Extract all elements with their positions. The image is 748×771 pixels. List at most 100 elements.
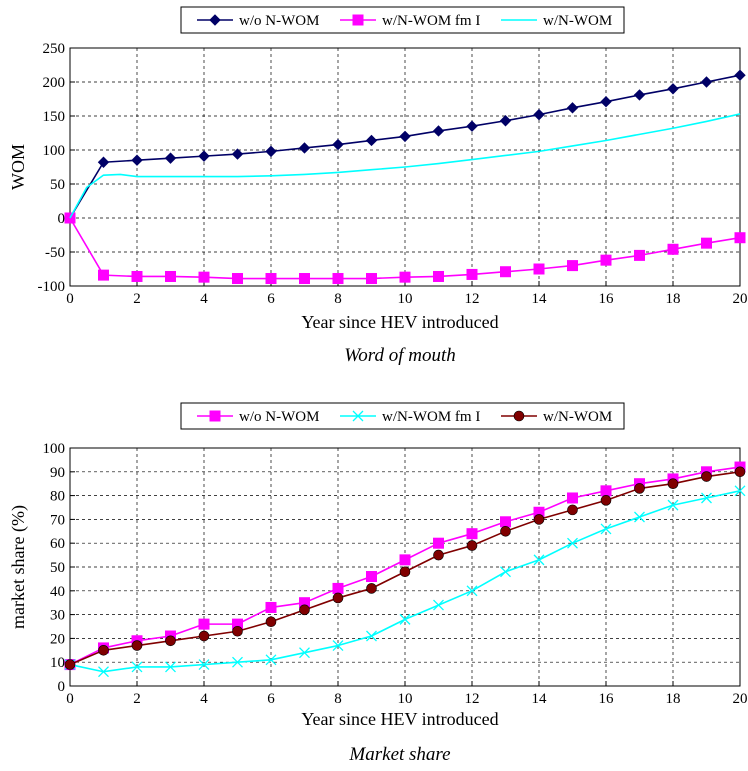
data-point bbox=[98, 666, 109, 678]
series-line bbox=[69, 113, 741, 219]
data-point bbox=[232, 625, 243, 637]
data-point bbox=[600, 523, 612, 535]
data-point bbox=[433, 549, 444, 561]
data-point bbox=[734, 69, 746, 81]
data-point bbox=[131, 154, 143, 166]
data-point bbox=[633, 89, 646, 101]
data-point bbox=[97, 156, 110, 168]
y-tick-label: 10 bbox=[50, 655, 65, 671]
data-point bbox=[466, 268, 478, 280]
data-point bbox=[533, 263, 545, 275]
data-point bbox=[432, 125, 445, 137]
legend-box bbox=[180, 402, 625, 430]
data-point bbox=[232, 273, 243, 285]
legend-label: w/o N-WOM bbox=[239, 409, 319, 425]
y-tick-label: 70 bbox=[50, 512, 65, 528]
data-point bbox=[734, 232, 746, 244]
data-point bbox=[634, 483, 645, 494]
chart-market-share: 0 2 4 6 8 10 12 14 16 18 20 0 10 20 30 40 50 60 70 80 90 100 Y… bbox=[8, 402, 748, 765]
data-point bbox=[466, 528, 478, 540]
data-point bbox=[567, 537, 578, 549]
data-point bbox=[64, 659, 76, 670]
y-tick-label: 200 bbox=[43, 75, 66, 91]
series-1 bbox=[64, 212, 746, 285]
chart-caption: Word of mouth bbox=[344, 345, 456, 366]
x-tick-label: 8 bbox=[334, 291, 342, 307]
data-point bbox=[231, 148, 244, 160]
y-tick-label: -100 bbox=[38, 279, 66, 295]
data-point bbox=[399, 566, 411, 578]
data-point bbox=[265, 273, 277, 285]
y-tick-label: 50 bbox=[50, 560, 65, 576]
y-axis-label: market share (%) bbox=[8, 505, 29, 629]
data-point bbox=[165, 635, 176, 647]
data-point bbox=[164, 152, 177, 164]
y-tick-label: 250 bbox=[43, 41, 66, 57]
data-point bbox=[366, 273, 377, 285]
data-point bbox=[399, 271, 411, 283]
legend-marker bbox=[209, 410, 221, 422]
y-tick-label: 150 bbox=[43, 109, 66, 125]
legend-marker bbox=[352, 410, 364, 422]
legend: w/o N-WOM w/N-WOM fm I w/N-WOM bbox=[180, 402, 625, 430]
data-point bbox=[399, 554, 411, 566]
x-tick-label: 10 bbox=[398, 691, 413, 707]
y-tick-label: 60 bbox=[50, 536, 65, 552]
data-point bbox=[701, 492, 712, 504]
x-tick-label: 8 bbox=[334, 691, 342, 707]
legend-label: w/N-WOM fm I bbox=[382, 409, 480, 425]
x-axis-label: Year since HEV introduced bbox=[301, 312, 498, 332]
data-point bbox=[198, 618, 210, 630]
data-point bbox=[198, 659, 210, 671]
x-tick-label: 18 bbox=[666, 691, 681, 707]
legend-label: w/N-WOM fm I bbox=[382, 13, 480, 29]
data-point bbox=[533, 554, 545, 566]
data-point bbox=[332, 640, 344, 651]
data-point bbox=[366, 583, 377, 594]
data-point bbox=[466, 540, 478, 551]
data-point bbox=[299, 604, 310, 616]
data-point bbox=[533, 108, 545, 121]
data-point bbox=[198, 630, 210, 642]
data-point bbox=[701, 471, 712, 482]
legend-marker bbox=[209, 14, 221, 26]
data-point bbox=[232, 656, 243, 668]
data-point bbox=[366, 630, 377, 642]
data-point bbox=[366, 571, 377, 583]
x-tick-label: 0 bbox=[66, 291, 74, 307]
data-point bbox=[198, 150, 210, 162]
legend-item: w/N-WOM fm I bbox=[340, 13, 480, 29]
legend: w/o N-WOM w/N-WOM fm I w/N-WOM bbox=[180, 6, 625, 34]
legend-label: w/N-WOM bbox=[543, 409, 612, 425]
data-point bbox=[600, 495, 612, 506]
y-tick-label: 100 bbox=[43, 143, 66, 159]
data-point bbox=[700, 76, 713, 88]
data-point bbox=[265, 616, 277, 628]
data-point bbox=[567, 504, 578, 516]
series-1 bbox=[64, 485, 746, 678]
y-axis-label: WOM bbox=[8, 144, 28, 190]
data-point bbox=[600, 96, 612, 108]
data-point bbox=[634, 511, 645, 523]
legend-marker bbox=[352, 14, 364, 26]
chart-caption: Market share bbox=[348, 744, 450, 765]
data-point bbox=[332, 592, 344, 604]
data-point bbox=[165, 661, 176, 673]
x-axis-label: Year since HEV introduced bbox=[301, 709, 498, 729]
data-point bbox=[500, 566, 511, 578]
data-point bbox=[332, 582, 344, 594]
x-tick-label: 12 bbox=[465, 291, 480, 307]
series-2 bbox=[69, 113, 741, 219]
x-tick-label: 16 bbox=[599, 291, 615, 307]
data-point bbox=[131, 640, 143, 651]
x-tick-label: 14 bbox=[532, 691, 548, 707]
data-point bbox=[165, 270, 176, 282]
x-tick-label: 4 bbox=[200, 291, 208, 307]
data-point bbox=[98, 269, 109, 281]
x-tick-label: 2 bbox=[133, 291, 141, 307]
y-tick-label: 80 bbox=[50, 489, 65, 505]
y-tick-label: 30 bbox=[50, 608, 65, 624]
legend-box bbox=[180, 6, 625, 34]
chart-word-of-mouth: 0 2 4 6 8 10 12 14 16 18 20 -100 -50 0 50 100 150 200 250 Y… bbox=[8, 6, 748, 366]
